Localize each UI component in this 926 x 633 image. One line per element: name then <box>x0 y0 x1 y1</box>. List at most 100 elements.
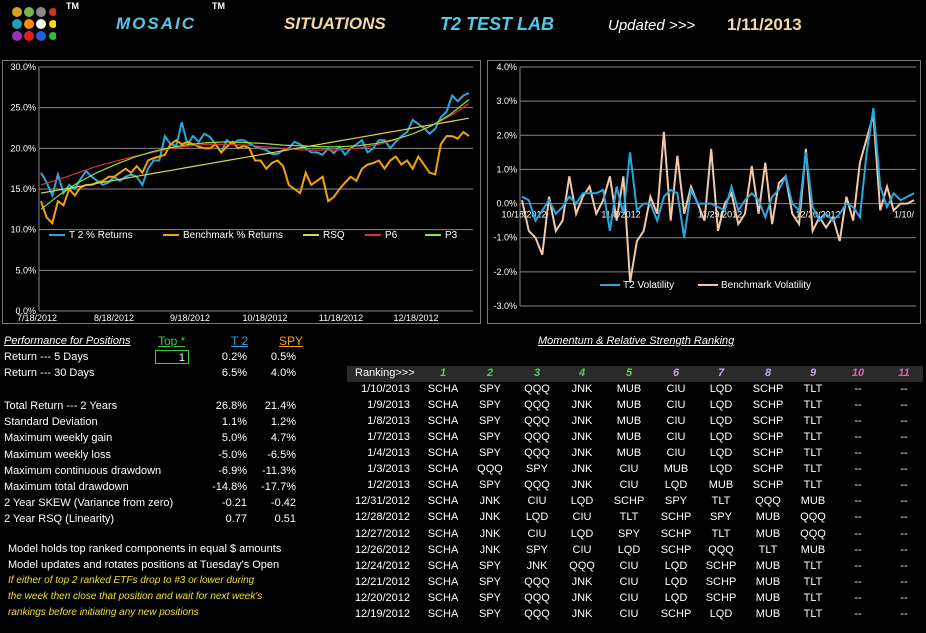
series-line-rsq <box>40 117 470 194</box>
perf-row-label: Maximum total drawdown <box>4 481 129 493</box>
rank-cell: CIU <box>572 511 592 524</box>
rank-cell: MUB <box>755 575 781 588</box>
y-tick-label: 1.0% <box>496 164 517 174</box>
rank-cell: LQD <box>709 383 733 395</box>
title-trademark: TM <box>212 1 225 11</box>
rank-cell: QQQ <box>524 415 550 428</box>
rank-cell: MUB <box>616 447 642 460</box>
rank-cell: -- <box>854 607 862 620</box>
perf-row-t2: -0.21 <box>221 497 247 510</box>
x-tick-label: 10/18/2012 <box>501 210 546 220</box>
rank-cell: JNK <box>571 399 593 412</box>
rank-cell: LQD <box>664 591 688 604</box>
perf-row-label: 2 Year SKEW (Variance from zero) <box>4 497 174 510</box>
top-positions-input[interactable]: 1 <box>155 350 189 364</box>
perf-row-label: Return --- 30 Days <box>4 367 95 379</box>
legend-label-rsq: RSQ <box>323 230 345 241</box>
rank-cell: SCHP <box>660 511 692 524</box>
updated-date: 1/11/2013 <box>727 15 802 34</box>
rank-cell: LQD <box>709 447 733 460</box>
rank-column-header: 8 <box>764 367 772 379</box>
volatility-chart-panel: -3.0% -2.0% -1.0% 0.0% 1.0% 2.0% 3.0% 4.0% 10/18… <box>487 60 921 324</box>
rank-cell: SCHA <box>427 447 459 460</box>
rank-cell: JNK <box>571 607 593 620</box>
rank-cell: MUB <box>616 399 642 412</box>
perf-row-t2: 5.0% <box>221 432 247 445</box>
rank-cell: MUB <box>616 383 642 395</box>
rank-row-date: 12/28/2012 <box>354 511 410 524</box>
rank-row-date: 1/8/2013 <box>367 415 410 428</box>
x-tick-label: 11/29/2012 <box>698 210 742 220</box>
rank-cell: CIU <box>619 575 639 588</box>
rank-cell: SCHA <box>427 527 459 540</box>
x-tick-label: 7/18/2012 <box>17 313 57 323</box>
perf-row-t2: -6.9% <box>218 464 247 477</box>
rank-cell: TLT <box>711 495 731 508</box>
rank-cell: SPY <box>478 383 501 395</box>
rank-column-header: 11 <box>898 367 910 379</box>
perf-row-spy: 0.5% <box>270 351 296 363</box>
returns-chart-panel: 0.0% 5.0% 10.0% 15.0% 20.0% 25.0% 30.0% 7/18/20… <box>2 60 481 324</box>
rank-cell: CIU <box>527 495 547 508</box>
rank-cell: JNK <box>479 511 501 524</box>
x-tick-label: 1/10/ <box>894 210 915 220</box>
rank-cell: JNK <box>526 559 548 572</box>
rank-cell: SCHP <box>705 559 737 572</box>
rank-cell: -- <box>900 511 908 524</box>
series-line-t2_vol <box>521 107 915 238</box>
legend-label-bench_vol: Benchmark Volatility <box>721 280 811 291</box>
perf-row-spy: -17.7% <box>261 481 296 493</box>
rank-column-header: 10 <box>851 367 865 379</box>
rank-column-header: 9 <box>809 367 817 379</box>
rank-cell: MUB <box>755 559 781 572</box>
series-line-p6 <box>40 103 470 186</box>
rank-cell: MUB <box>800 495 826 508</box>
x-tick-label: 10/18/2012 <box>242 313 287 323</box>
rank-cell: QQQ <box>755 495 781 508</box>
y-tick-label: -2.0% <box>493 267 517 277</box>
rank-cell: QQQ <box>524 479 550 492</box>
legend-label-t2_vol: T2 Volatility <box>623 280 674 291</box>
rank-cell: TLT <box>803 447 823 460</box>
x-tick-label: 11/8/2012 <box>601 210 640 220</box>
rank-cell: TLT <box>803 607 823 620</box>
perf-row-label: Maximum continuous drawdown <box>4 464 162 477</box>
rank-cell: -- <box>854 479 862 492</box>
rank-column-header: 4 <box>578 367 586 379</box>
rank-cell: JNK <box>571 447 593 460</box>
rank-cell: SCHA <box>427 431 459 444</box>
rank-row-date: 1/9/2013 <box>367 399 410 412</box>
rank-cell: JNK <box>479 543 501 556</box>
rank-cell: SCHA <box>427 543 459 556</box>
rank-cell: TLT <box>758 543 778 556</box>
rank-cell: CIU <box>666 383 686 395</box>
rank-cell: QQQ <box>524 399 550 412</box>
rank-cell: SCHA <box>427 463 459 476</box>
rank-column-header: 1 <box>439 367 447 379</box>
rank-cell: JNK <box>571 575 593 588</box>
rank-cell: LQD <box>570 495 594 508</box>
rule-warning: the week then close that position and wa… <box>8 591 263 602</box>
rank-cell: LQD <box>709 463 733 476</box>
rank-cell: LQD <box>709 607 733 620</box>
rank-cell: SCHA <box>427 591 459 604</box>
rank-cell: TLT <box>803 559 823 572</box>
perf-row-spy: -11.3% <box>261 464 296 477</box>
rank-cell: CIU <box>572 543 592 556</box>
rank-cell: -- <box>900 431 908 444</box>
rank-cell: QQQ <box>524 607 550 620</box>
ranking-header-row <box>347 366 923 382</box>
rank-cell: QQQ <box>477 463 503 476</box>
rank-cell: SPY <box>478 415 501 428</box>
x-tick-label: 12/20/2012 <box>795 210 840 220</box>
x-tick-label: 8/18/2012 <box>94 313 134 323</box>
rank-cell: -- <box>900 543 908 556</box>
rank-cell: SPY <box>617 527 640 540</box>
rank-cell: TLT <box>803 575 823 588</box>
rank-cell: SPY <box>478 479 501 492</box>
y-tick-label: -1.0% <box>493 233 517 243</box>
rank-cell: SCHP <box>705 575 737 588</box>
rank-row-date: 12/21/2012 <box>354 575 410 588</box>
x-tick-label: 9/18/2012 <box>170 313 210 323</box>
rank-cell: SCHP <box>752 415 784 428</box>
